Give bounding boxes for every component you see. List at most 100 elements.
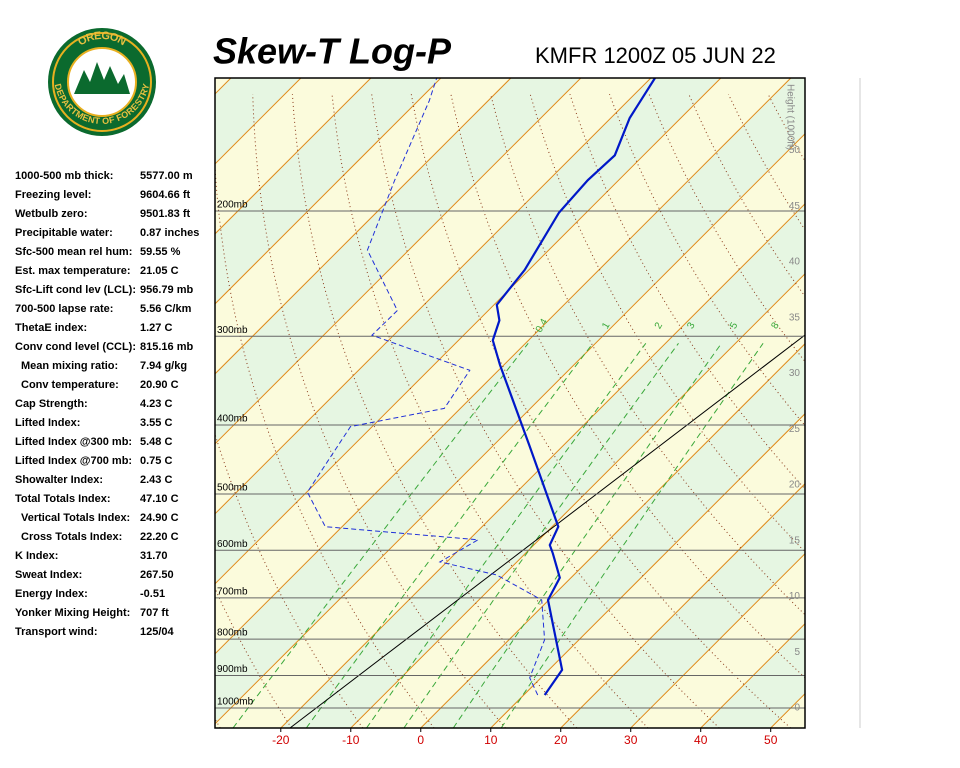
- height-tick-label: 40: [789, 257, 801, 268]
- dry-adiabat: [847, 94, 960, 728]
- index-label: K Index:: [15, 550, 58, 562]
- index-label: Energy Index:: [15, 588, 88, 600]
- isotherm: [215, 133, 805, 725]
- index-value: 815.16 mb: [140, 341, 193, 353]
- x-tick-label: -20: [272, 733, 290, 747]
- index-label: Conv temperature:: [21, 379, 119, 391]
- band: [215, 133, 805, 728]
- x-tick-label: -10: [342, 733, 360, 747]
- index-label: Precipitable water:: [15, 227, 113, 239]
- index-value: 956.79 mb: [140, 284, 193, 296]
- height-tick-label: 35: [789, 312, 801, 323]
- index-value: 59.55 %: [140, 246, 181, 258]
- pressure-label: 500mb: [217, 483, 248, 494]
- x-tick-label: 10: [484, 733, 498, 747]
- index-label: Total Totals Index:: [15, 493, 111, 505]
- isotherm: [215, 78, 442, 305]
- band: [215, 78, 805, 724]
- isotherm: [560, 483, 805, 728]
- pressure-label: 700mb: [217, 586, 248, 597]
- index-value: 20.90 C: [140, 379, 179, 391]
- isotherm: [215, 78, 652, 515]
- mixing-ratio-line: [366, 343, 647, 728]
- index-label: Lifted Index @700 mb:: [15, 455, 132, 467]
- x-tick-label: 20: [554, 733, 568, 747]
- height-tick-label: 25: [789, 424, 801, 435]
- dry-adiabat: [291, 94, 578, 728]
- dry-adiabat: [215, 158, 435, 728]
- mixing-ratio-label: 3: [685, 320, 698, 331]
- isotherm: [420, 343, 805, 728]
- index-label: ThetaE index:: [15, 322, 87, 334]
- dry-adiabat: [410, 94, 791, 728]
- pressure-label: 800mb: [217, 628, 248, 639]
- index-label: Yonker Mixing Height:: [15, 607, 130, 619]
- isotherm: [490, 413, 805, 728]
- index-label: Est. max temperature:: [15, 265, 131, 277]
- index-label: Conv cond level (CCL):: [15, 341, 136, 353]
- isotherm: [215, 78, 792, 655]
- index-value: 22.20 C: [140, 531, 179, 543]
- index-label: Transport wind:: [15, 626, 98, 638]
- dry-adiabat: [215, 587, 292, 728]
- height-axis-label: Height (1000ft): [784, 84, 795, 150]
- index-value: 21.05 C: [140, 265, 179, 277]
- dry-adiabat: [887, 94, 960, 728]
- index-value: 5.56 C/km: [140, 303, 192, 315]
- x-tick-label: 0: [417, 733, 424, 747]
- mixing-ratio-line: [305, 342, 594, 728]
- isotherm: [215, 78, 722, 585]
- plot-frame: [214, 77, 806, 729]
- pressure-label: 200mb: [217, 200, 248, 211]
- index-value: 9604.66 ft: [140, 189, 190, 201]
- isotherm: [215, 78, 512, 375]
- mixing-ratio-line: [232, 342, 529, 728]
- index-value: 125/04: [140, 626, 175, 638]
- height-tick-label: 15: [789, 535, 801, 546]
- index-value: 47.10 C: [140, 493, 179, 505]
- temperature-line: [491, 78, 656, 696]
- isotherm: [215, 78, 372, 235]
- index-value: 9501.83 ft: [140, 208, 190, 220]
- x-tick-label: 30: [624, 733, 638, 747]
- index-value: 3.55 C: [140, 417, 172, 429]
- height-tick-label: 0: [794, 703, 800, 714]
- index-value: 707 ft: [140, 607, 169, 619]
- mixing-ratio-line: [500, 343, 764, 728]
- dry-adiabat: [252, 94, 506, 728]
- index-value: 2.43 C: [140, 474, 172, 486]
- pressure-label: 400mb: [217, 414, 248, 425]
- pressure-label: 300mb: [217, 325, 248, 336]
- index-label: 1000-500 mb thick:: [15, 170, 113, 182]
- isotherm: [280, 203, 805, 728]
- index-label: Sfc-Lift cond lev (LCL):: [15, 284, 136, 296]
- dry-adiabat: [215, 432, 364, 728]
- dry-adiabat: [927, 94, 960, 728]
- mixing-ratio-label: 2: [653, 320, 666, 331]
- wind-strip: [815, 78, 860, 728]
- index-label: Mean mixing ratio:: [21, 360, 118, 372]
- x-tick-label: 40: [694, 733, 708, 747]
- mixing-ratio-label: 8: [769, 320, 782, 331]
- index-value: 24.90 C: [140, 512, 179, 524]
- index-value: 4.23 C: [140, 398, 172, 410]
- index-label: Lifted Index:: [15, 417, 80, 429]
- mixing-ratio-label: 5: [728, 320, 741, 331]
- index-value: 5577.00 m: [140, 170, 193, 182]
- index-label: Vertical Totals Index:: [21, 512, 130, 524]
- index-value: 0.87 inches: [140, 227, 199, 239]
- chart-title: Skew-T Log-P: [213, 31, 452, 72]
- isotherm: [350, 273, 805, 728]
- dry-adiabat: [371, 94, 720, 728]
- height-tick-label: 50: [789, 145, 801, 156]
- index-label: Cap Strength:: [15, 398, 88, 410]
- logo-top: OREGON: [76, 30, 128, 49]
- height-tick-label: 5: [794, 647, 800, 658]
- x-tick-label: 50: [764, 733, 778, 747]
- height-tick-label: 20: [789, 480, 801, 491]
- height-tick-label: 30: [789, 368, 801, 379]
- logo-top-path: OREGON: [76, 30, 128, 49]
- index-value: -0.51: [140, 588, 165, 600]
- reference-line: [289, 334, 805, 728]
